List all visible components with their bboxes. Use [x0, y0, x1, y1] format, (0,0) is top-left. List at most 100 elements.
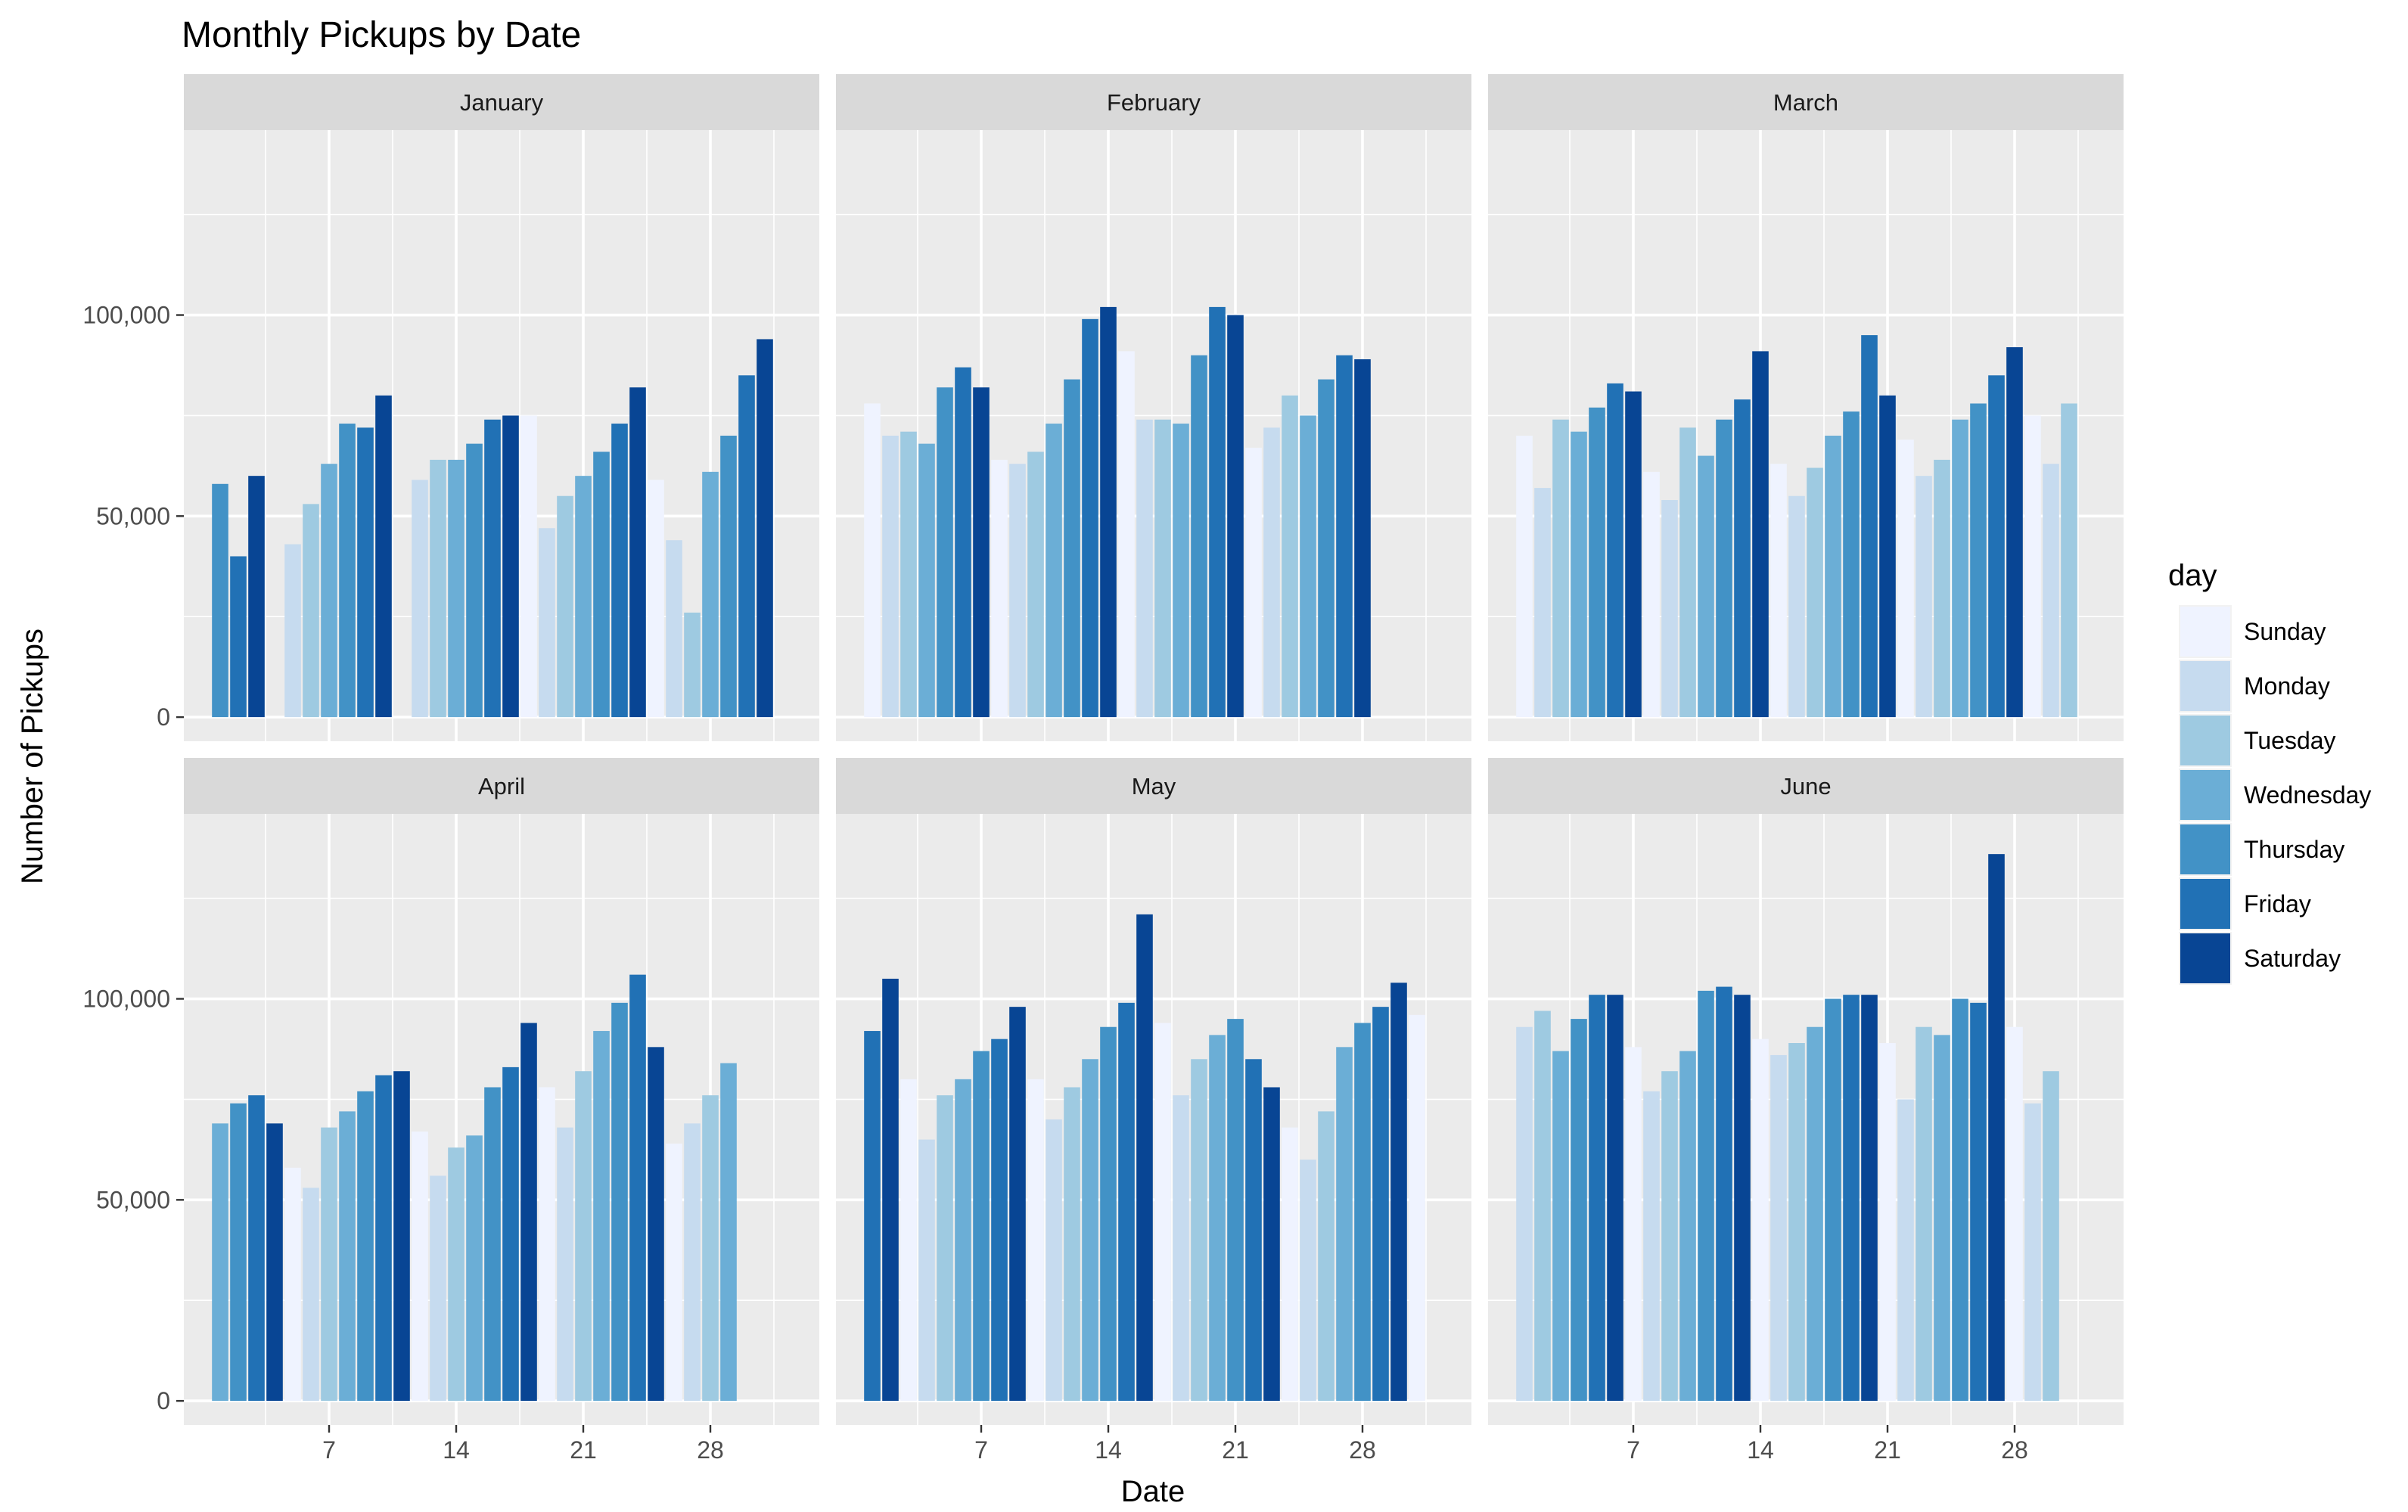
bar — [666, 540, 682, 718]
bar — [1916, 1026, 1932, 1402]
bar — [611, 424, 628, 718]
bar — [1009, 1007, 1026, 1402]
legend-label: Tuesday — [2244, 727, 2336, 754]
bar — [684, 612, 701, 718]
bar — [1734, 995, 1751, 1402]
bar — [882, 978, 899, 1402]
bar — [593, 1031, 610, 1402]
bar — [1064, 1087, 1080, 1402]
bar — [1318, 379, 1334, 718]
panel-strip-label: June — [1780, 773, 1831, 799]
y-axis-title: Number of Pickups — [16, 629, 49, 884]
bar — [2024, 415, 2041, 718]
bar — [1988, 854, 2005, 1402]
bar — [412, 1131, 428, 1402]
bar — [611, 1002, 628, 1402]
bar — [1263, 1087, 1280, 1402]
panel-strip-label: April — [478, 773, 525, 799]
bar — [375, 1075, 392, 1402]
bar — [973, 387, 990, 718]
bar — [1154, 1023, 1171, 1402]
bar — [575, 1071, 592, 1402]
bar — [648, 1047, 664, 1402]
bar — [1752, 351, 1769, 718]
panel-strip — [836, 758, 1471, 814]
legend-label: Friday — [2244, 890, 2311, 917]
bar — [937, 1095, 953, 1402]
x-tick-label: 7 — [974, 1436, 988, 1464]
legend-label: Thursday — [2244, 836, 2344, 863]
bar — [1136, 914, 1153, 1402]
bar — [1698, 455, 1714, 718]
bar — [266, 1123, 283, 1402]
bar — [357, 1091, 374, 1402]
bar — [1825, 436, 1841, 718]
bar — [1934, 459, 1950, 718]
bar — [230, 556, 247, 718]
bar — [1318, 1111, 1334, 1402]
bar — [973, 1051, 990, 1402]
bar — [484, 419, 501, 718]
legend-swatch — [2180, 661, 2230, 711]
bar — [1100, 1026, 1117, 1402]
bar — [1227, 1019, 1244, 1402]
bar — [1027, 452, 1044, 718]
bar — [1027, 1079, 1044, 1402]
bar — [484, 1087, 501, 1402]
bar — [918, 443, 935, 718]
bar — [1625, 1047, 1642, 1402]
bar — [1625, 391, 1642, 718]
panel-march: March — [1488, 74, 2124, 741]
bar — [1173, 424, 1189, 718]
bar — [1734, 399, 1751, 718]
bar — [1879, 1043, 1896, 1402]
bar — [1661, 500, 1678, 718]
legend-swatch — [2180, 824, 2230, 874]
bar — [1607, 995, 1623, 1402]
bar — [1970, 403, 1987, 718]
bar — [321, 1127, 337, 1402]
bar — [1788, 1043, 1805, 1402]
bar — [284, 544, 301, 718]
panel-strip-label: March — [1773, 89, 1838, 116]
bar — [1209, 306, 1226, 718]
bar — [1173, 1095, 1189, 1402]
bar — [955, 1079, 971, 1402]
bar — [1245, 447, 1262, 718]
bar — [448, 459, 465, 718]
bar — [1282, 1127, 1298, 1402]
bar — [648, 480, 664, 718]
bar — [1336, 355, 1353, 718]
bar — [430, 459, 446, 718]
bar — [539, 528, 555, 718]
legend-label: Monday — [2244, 672, 2330, 700]
bar — [1716, 986, 1732, 1402]
bar — [375, 395, 392, 718]
bar — [1516, 1026, 1533, 1402]
panel-strip — [1488, 758, 2124, 814]
bar — [1934, 1035, 1950, 1402]
chart-title: Monthly Pickups by Date — [182, 15, 581, 55]
legend-label: Saturday — [2244, 945, 2341, 972]
bar — [991, 1039, 1008, 1402]
bar — [212, 1123, 228, 1402]
bar — [303, 1188, 319, 1402]
panel-february: February — [836, 74, 1471, 741]
bar — [1897, 439, 1914, 718]
x-tick-label: 7 — [1627, 1436, 1640, 1464]
panel-april: April 0 50,000 100,000 7 14 21 28 — [82, 758, 819, 1464]
bar — [1191, 355, 1207, 718]
bar — [1354, 359, 1371, 718]
panel-strip — [1488, 74, 2124, 130]
bar — [1970, 1002, 1987, 1402]
x-tick-label: 28 — [2001, 1436, 2028, 1464]
bar — [1988, 375, 2005, 718]
bar — [1300, 415, 1316, 718]
bar — [1552, 1051, 1569, 1402]
bar — [1409, 1014, 1425, 1402]
bar — [1354, 1023, 1371, 1402]
bar — [900, 1079, 917, 1402]
x-tick-label: 21 — [1874, 1436, 1901, 1464]
bar — [757, 339, 773, 718]
